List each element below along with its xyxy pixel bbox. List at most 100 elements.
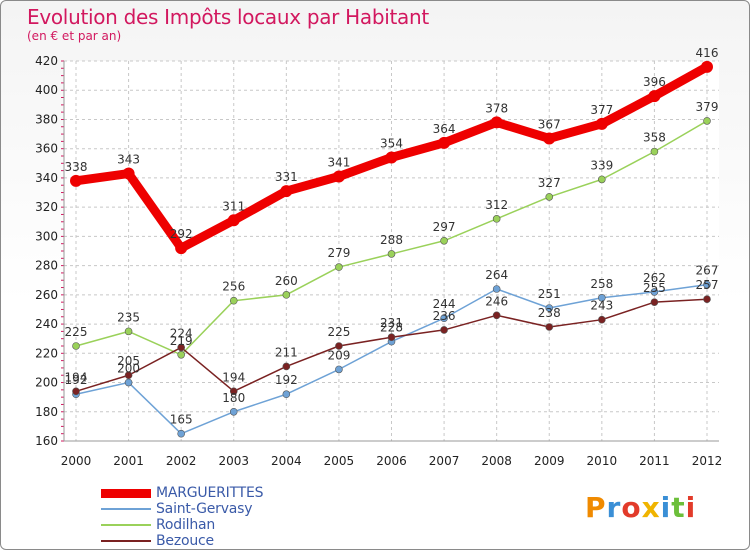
data-label: 225: [65, 325, 88, 339]
data-point: [227, 214, 240, 227]
legend-swatch: [101, 488, 151, 498]
data-label: 354: [380, 136, 403, 150]
data-label: 256: [222, 280, 245, 294]
data-label: 378: [485, 101, 508, 115]
y-tick-label: 260: [35, 288, 58, 302]
data-point: [440, 326, 448, 334]
x-tick-label: 2007: [429, 454, 460, 468]
data-point: [650, 298, 659, 306]
data-label: 205: [117, 354, 140, 368]
data-label: 343: [117, 153, 140, 167]
data-point: [387, 250, 396, 258]
data-label: 235: [117, 310, 140, 324]
data-label: 192: [65, 373, 88, 387]
data-point: [229, 296, 238, 305]
data-point: [492, 311, 501, 320]
data-point: [387, 333, 396, 342]
data-point: [490, 116, 503, 129]
chart-subtitle: (en € et par an): [27, 29, 122, 43]
y-tick-label: 240: [35, 317, 58, 331]
logo-letter: i: [660, 491, 672, 524]
x-tick-label: 2004: [271, 454, 302, 468]
data-label: 165: [170, 413, 193, 427]
logo-letter: i: [685, 491, 697, 524]
data-point: [122, 167, 135, 180]
data-label: 311: [222, 199, 245, 213]
data-point: [335, 342, 343, 350]
data-label: 341: [327, 155, 350, 169]
data-label: 231: [380, 316, 403, 330]
y-tick-label: 380: [35, 112, 58, 126]
data-label: 257: [696, 278, 719, 292]
data-point: [124, 378, 133, 387]
data-point: [703, 117, 711, 125]
data-point: [545, 193, 554, 201]
data-point: [124, 371, 133, 380]
data-label: 260: [275, 274, 298, 288]
data-label: 236: [433, 309, 456, 323]
data-point: [280, 185, 293, 198]
data-point: [282, 291, 291, 299]
data-label: 338: [65, 160, 88, 174]
logo-letter: P: [585, 491, 607, 524]
data-label: 209: [327, 348, 350, 362]
x-tick-label: 2002: [166, 454, 197, 468]
y-tick-label: 420: [35, 54, 58, 68]
data-label: 264: [485, 268, 508, 282]
data-point: [598, 175, 606, 184]
data-point: [70, 174, 82, 187]
legend-label: Bezouce: [156, 533, 214, 549]
data-label: 396: [643, 75, 666, 89]
data-label: 331: [275, 170, 298, 184]
data-point: [440, 314, 448, 323]
data-label: 200: [117, 362, 140, 376]
logo-letter: r: [606, 491, 622, 524]
data-label: 238: [538, 306, 561, 320]
data-point: [492, 285, 501, 293]
y-tick-label: 200: [35, 376, 58, 390]
y-tick-label: 360: [35, 142, 58, 156]
data-label: 364: [433, 122, 456, 136]
data-label: 244: [433, 297, 456, 311]
logo-letter: t: [671, 491, 686, 524]
data-point: [598, 293, 606, 302]
data-point: [440, 236, 448, 245]
x-tick-label: 2006: [376, 454, 407, 468]
legend-label: MARGUERITTES: [156, 485, 264, 501]
legend-swatch: [101, 508, 151, 510]
data-point: [385, 151, 398, 164]
data-point: [177, 429, 185, 438]
legend-label: Rodilhan: [156, 517, 216, 533]
y-tick-label: 180: [35, 405, 58, 419]
y-tick-label: 280: [35, 259, 58, 273]
y-tick-label: 300: [35, 229, 58, 243]
data-label: 243: [590, 299, 613, 313]
data-label: 292: [170, 227, 193, 241]
data-point: [282, 390, 291, 399]
data-label: 246: [485, 294, 508, 308]
data-label: 192: [275, 373, 298, 387]
data-label: 258: [590, 277, 613, 291]
data-label: 262: [643, 271, 666, 285]
data-point: [650, 288, 659, 296]
data-point: [701, 60, 713, 73]
data-point: [229, 387, 238, 396]
x-tick-label: 2000: [61, 454, 92, 468]
data-point: [545, 304, 554, 312]
data-label: 312: [485, 198, 508, 212]
logo-letter: o: [621, 491, 642, 524]
y-tick-label: 340: [35, 171, 58, 185]
data-point: [72, 342, 80, 350]
data-label: 211: [275, 345, 298, 359]
x-tick-label: 2003: [218, 454, 249, 468]
data-point: [124, 327, 133, 336]
data-label: 255: [643, 281, 666, 295]
data-point: [335, 263, 343, 271]
data-label: 194: [222, 370, 245, 384]
logo-letter: x: [641, 491, 661, 524]
data-point: [703, 295, 711, 304]
x-tick-label: 2009: [534, 454, 565, 468]
data-point: [703, 280, 711, 289]
